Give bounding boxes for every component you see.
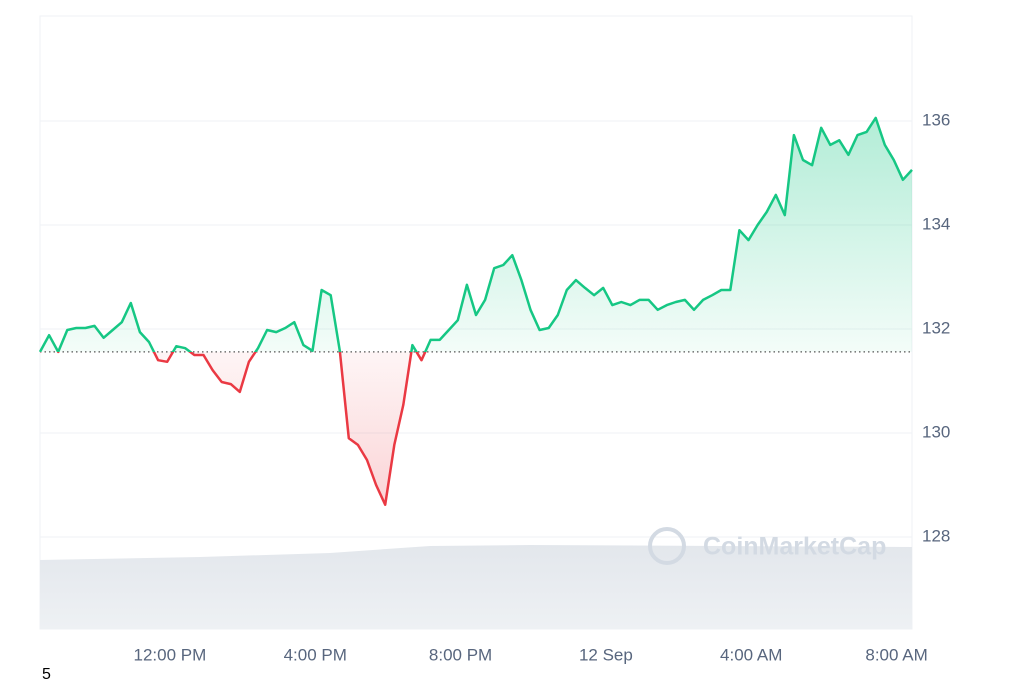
x-tick-label: 12:00 PM [134, 645, 207, 664]
y-tick-label: 128 [922, 526, 950, 545]
price-line [38, 116, 913, 506]
y-tick-label: 136 [922, 111, 950, 130]
footer-text: 5 [42, 666, 51, 683]
x-tick-label: 12 Sep [579, 645, 633, 664]
y-tick-label: 134 [922, 214, 950, 233]
x-tick-label: 8:00 AM [865, 645, 927, 664]
y-tick-label: 132 [922, 318, 950, 337]
watermark: CoinMarketCap [648, 527, 886, 565]
x-tick-label: 4:00 PM [284, 645, 347, 664]
area-fill [40, 117, 912, 505]
y-tick-label: 130 [922, 422, 950, 441]
x-tick-label: 4:00 AM [720, 645, 782, 664]
volume-area [40, 545, 912, 629]
watermark-logo [648, 527, 686, 565]
watermark-text: CoinMarketCap [703, 533, 886, 561]
x-tick-label: 8:00 PM [429, 645, 492, 664]
